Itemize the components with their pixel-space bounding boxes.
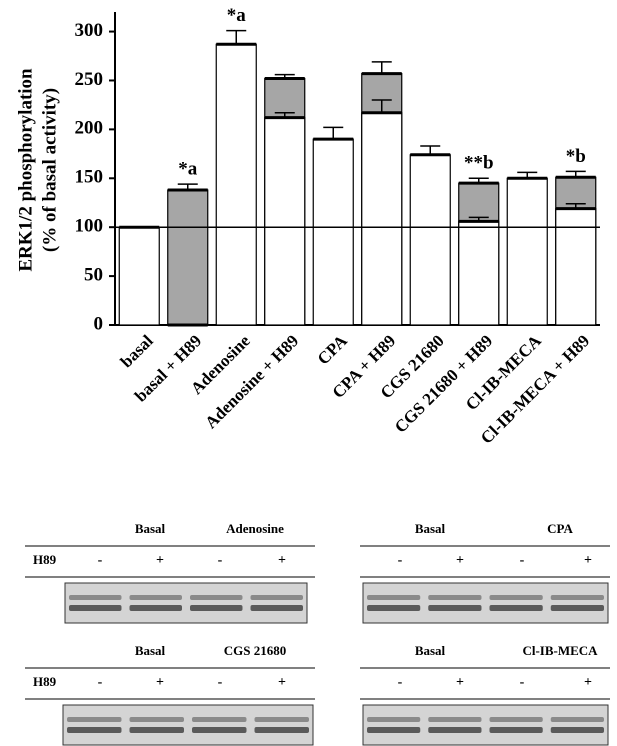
bar bbox=[313, 139, 353, 325]
y-tick-label: 300 bbox=[75, 20, 104, 41]
blot-sign: - bbox=[398, 553, 403, 568]
y-tick-label: 100 bbox=[75, 216, 104, 237]
annotation: *a bbox=[227, 5, 247, 26]
y-tick-label: 250 bbox=[75, 69, 104, 90]
y-tick-label: 200 bbox=[75, 118, 104, 139]
blot-sign: + bbox=[584, 675, 592, 690]
annotation: *b bbox=[566, 146, 586, 167]
x-tick-label: basal bbox=[117, 331, 157, 371]
blot-sign: - bbox=[98, 553, 103, 568]
blot-row-label: H89 bbox=[33, 674, 57, 689]
y-tick-label: 150 bbox=[75, 167, 104, 188]
blot-band bbox=[67, 717, 122, 722]
blot-band bbox=[130, 595, 183, 600]
blot-band bbox=[130, 727, 185, 733]
blot-band bbox=[367, 605, 420, 611]
bar bbox=[556, 209, 596, 325]
y-label-line: (% of basal activity) bbox=[39, 88, 60, 252]
blot-band bbox=[251, 605, 304, 611]
blot-band bbox=[428, 595, 481, 600]
blot-band bbox=[67, 727, 122, 733]
blot-band bbox=[428, 727, 481, 733]
figure: ERK1/2 phosphorylation (% of basal activ… bbox=[0, 0, 617, 746]
blot-band bbox=[69, 605, 122, 611]
blot-sign: + bbox=[584, 553, 592, 568]
blot-sign: - bbox=[520, 553, 525, 568]
blot-header: Basal bbox=[415, 521, 446, 536]
bar bbox=[410, 155, 450, 325]
blot-sign: - bbox=[218, 553, 223, 568]
blot-sign: + bbox=[456, 553, 464, 568]
blot-sign: + bbox=[278, 675, 286, 690]
bar bbox=[216, 44, 256, 325]
bar bbox=[459, 221, 499, 325]
blot-row-label: H89 bbox=[33, 552, 57, 567]
y-label-line: ERK1/2 phosphorylation bbox=[15, 68, 36, 272]
blot-sign: + bbox=[456, 675, 464, 690]
blot-band bbox=[551, 727, 604, 733]
y-tick-label: 0 bbox=[94, 313, 104, 334]
blot-band bbox=[251, 595, 304, 600]
blot-header: Basal bbox=[135, 521, 166, 536]
y-tick-label: 50 bbox=[84, 264, 103, 285]
blot-band bbox=[490, 605, 543, 611]
blot-header: CPA bbox=[547, 521, 573, 536]
blot-image bbox=[65, 583, 307, 623]
annotation: **b bbox=[464, 153, 494, 174]
blot-band bbox=[192, 727, 247, 733]
blot-band bbox=[367, 727, 420, 733]
blot-band bbox=[428, 717, 481, 722]
blot-band bbox=[490, 727, 543, 733]
blot-band bbox=[130, 605, 183, 611]
blot-sign: - bbox=[98, 675, 103, 690]
blot-band bbox=[69, 595, 122, 600]
blot-sign: - bbox=[218, 675, 223, 690]
blot-header: Basal bbox=[415, 643, 446, 658]
blot-band bbox=[190, 605, 243, 611]
blot-header: Basal bbox=[135, 643, 166, 658]
bar bbox=[265, 118, 305, 325]
bar bbox=[119, 227, 159, 325]
blot-band bbox=[428, 605, 481, 611]
blot-header: CGS 21680 bbox=[224, 643, 286, 658]
blot-band bbox=[130, 717, 185, 722]
blot-sign: + bbox=[156, 553, 164, 568]
blot-band bbox=[551, 595, 604, 600]
blot-band bbox=[255, 727, 310, 733]
y-axis-label: ERK1/2 phosphorylation (% of basal activ… bbox=[15, 68, 60, 272]
blot-band bbox=[490, 717, 543, 722]
blot-band bbox=[192, 717, 247, 722]
blot-image bbox=[363, 583, 608, 623]
blot-header: Cl-IB-MECA bbox=[522, 643, 598, 658]
bar bbox=[507, 178, 547, 325]
blot-image bbox=[363, 705, 608, 745]
blot-band bbox=[490, 595, 543, 600]
blot-band bbox=[190, 595, 243, 600]
bar bbox=[362, 113, 402, 325]
blot-header: Adenosine bbox=[226, 521, 284, 536]
blot-sign: - bbox=[520, 675, 525, 690]
bar bbox=[168, 190, 208, 325]
blot-band bbox=[551, 605, 604, 611]
blot-sign: + bbox=[278, 553, 286, 568]
blot-band bbox=[367, 717, 420, 722]
x-tick-label: CPA bbox=[314, 331, 352, 369]
blot-sign: - bbox=[398, 675, 403, 690]
blot-band bbox=[255, 717, 310, 722]
annotation: *a bbox=[178, 159, 198, 180]
blot-band bbox=[367, 595, 420, 600]
blot-band bbox=[551, 717, 604, 722]
blot-sign: + bbox=[156, 675, 164, 690]
blot-image bbox=[63, 705, 313, 745]
